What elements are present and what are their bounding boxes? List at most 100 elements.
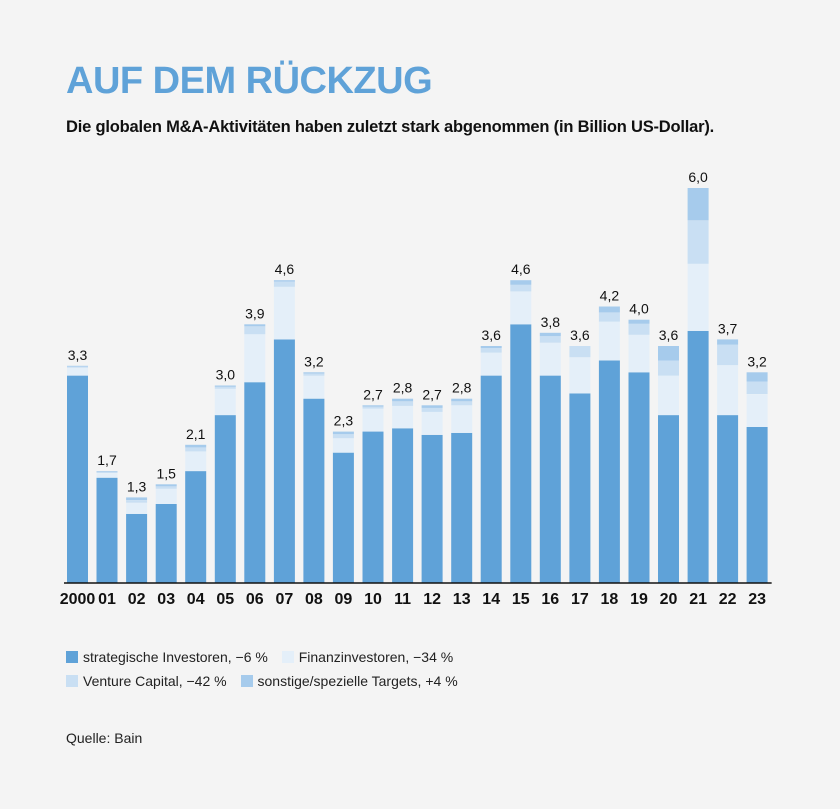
x-tick-label-17: 17 — [571, 591, 589, 608]
x-tick-label-23: 23 — [748, 591, 766, 608]
data-label-21: 6,0 — [688, 169, 708, 185]
legend-swatch-venture — [66, 675, 78, 687]
bar-segment-venture-23 — [746, 381, 768, 394]
bar-segment-strategic-2000 — [67, 375, 88, 583]
bar-segment-finance-07 — [273, 286, 295, 340]
data-label-23: 3,2 — [747, 353, 767, 369]
data-label-12: 2,7 — [422, 386, 442, 402]
bar-segment-venture-09 — [332, 434, 354, 439]
bar-segment-strategic-17 — [569, 393, 591, 583]
bar-segment-other-12 — [421, 405, 443, 408]
bar-segment-other-02 — [126, 497, 148, 500]
bar-segment-finance-21 — [687, 263, 709, 331]
bar-segment-finance-05 — [214, 388, 236, 416]
x-tick-label-16: 16 — [541, 591, 559, 608]
bar-segment-finance-12 — [421, 411, 443, 435]
bar-segment-finance-06 — [244, 334, 266, 383]
x-tick-label-10: 10 — [364, 591, 382, 608]
data-label-20: 3,6 — [659, 327, 679, 343]
bar-segment-finance-19 — [628, 334, 650, 373]
bar-segment-other-21 — [687, 188, 709, 221]
x-tick-label-07: 07 — [276, 591, 294, 608]
bar-segment-finance-01 — [96, 473, 118, 478]
x-tick-label-20: 20 — [660, 591, 678, 608]
legend-item-venture: Venture Capital, −42 % — [66, 673, 227, 689]
bar-segment-venture-11 — [392, 401, 414, 406]
data-label-2000: 3,3 — [68, 347, 88, 363]
bar-segment-other-15 — [510, 280, 532, 285]
bar-segment-strategic-12 — [421, 434, 443, 583]
bar-segment-other-04 — [185, 444, 207, 448]
bar-segment-venture-19 — [628, 323, 650, 335]
bar-segment-venture-06 — [244, 326, 266, 335]
legend-label-finance: Finanzinvestoren, −34 % — [298, 649, 454, 665]
data-label-22: 3,7 — [718, 320, 738, 336]
legend-item-finance: Finanzinvestoren, −34 % — [281, 649, 454, 665]
data-label-05: 3,0 — [216, 367, 236, 383]
bar-segment-strategic-22 — [717, 415, 739, 583]
data-label-18: 4,2 — [600, 288, 620, 304]
legend-label-other: sonstige/spezielle Targets, +4 % — [257, 673, 458, 689]
data-label-17: 3,6 — [570, 327, 590, 343]
bar-segment-strategic-23 — [746, 427, 768, 583]
data-label-14: 3,6 — [481, 327, 501, 343]
bar-segment-strategic-04 — [185, 471, 207, 583]
source-note: Quelle: Bain — [66, 730, 143, 746]
bar-segment-other-19 — [628, 319, 650, 324]
bar-segment-other-08 — [303, 372, 325, 374]
bar-segment-finance-11 — [392, 405, 414, 429]
bar-segment-other-01 — [96, 471, 118, 472]
bar-segment-other-13 — [451, 398, 473, 402]
bar-segment-finance-2000 — [67, 367, 88, 376]
x-tick-label-04: 04 — [187, 591, 205, 608]
legend-swatch-strategic — [66, 651, 78, 663]
bar-segment-strategic-06 — [244, 382, 266, 583]
bar-segment-venture-05 — [214, 386, 236, 389]
x-tick-label-06: 06 — [246, 591, 264, 608]
data-label-13: 2,8 — [452, 380, 472, 396]
bar-segment-other-09 — [332, 431, 354, 435]
data-label-03: 1,5 — [156, 465, 176, 481]
legend-swatch-finance — [281, 651, 294, 663]
data-label-08: 3,2 — [304, 353, 324, 369]
bar-segment-venture-20 — [658, 360, 679, 376]
bar-segment-venture-16 — [539, 336, 561, 343]
bar-segment-strategic-16 — [539, 375, 561, 583]
data-label-01: 1,7 — [97, 452, 117, 468]
bar-segment-finance-13 — [451, 405, 473, 433]
bar-segment-venture-07 — [273, 281, 295, 287]
bar-segment-strategic-05 — [214, 415, 236, 583]
x-tick-label-02: 02 — [128, 591, 146, 608]
x-tick-label-15: 15 — [512, 591, 530, 608]
data-label-16: 3,8 — [541, 314, 561, 330]
bar-segment-strategic-21 — [687, 330, 709, 583]
bar-segment-strategic-02 — [126, 513, 148, 583]
bar-segment-finance-22 — [717, 365, 739, 416]
bar-segment-strategic-11 — [392, 428, 414, 583]
data-label-15: 4,6 — [511, 261, 531, 277]
bar-segment-strategic-15 — [510, 324, 532, 583]
bar-segment-other-16 — [539, 332, 561, 337]
bar-segment-finance-10 — [362, 408, 384, 432]
bar-segment-strategic-19 — [628, 372, 650, 583]
x-tick-label-01: 01 — [98, 591, 116, 608]
bar-segment-finance-02 — [126, 502, 148, 514]
bar-segment-finance-09 — [332, 438, 354, 453]
bar-segment-finance-23 — [746, 394, 768, 427]
bar-segment-venture-12 — [421, 407, 443, 412]
bar-segment-venture-03 — [155, 486, 177, 489]
bar-segment-finance-04 — [185, 451, 207, 472]
x-tick-label-08: 08 — [305, 591, 323, 608]
bar-segment-finance-16 — [539, 342, 561, 376]
chart-subtitle: Die globalen M&A-Aktivitäten haben zulet… — [66, 118, 715, 136]
bar-segment-finance-03 — [155, 488, 177, 504]
bar-segment-venture-17 — [569, 346, 591, 358]
bar-segment-strategic-18 — [598, 360, 620, 583]
bar-segment-other-11 — [392, 398, 414, 402]
bar-segment-finance-14 — [480, 352, 502, 376]
bar-segment-venture-01 — [96, 471, 118, 473]
bar-segment-finance-15 — [510, 291, 532, 325]
bar-segment-strategic-20 — [658, 415, 679, 583]
data-label-19: 4,0 — [629, 301, 649, 317]
bar-segment-other-10 — [362, 405, 384, 407]
